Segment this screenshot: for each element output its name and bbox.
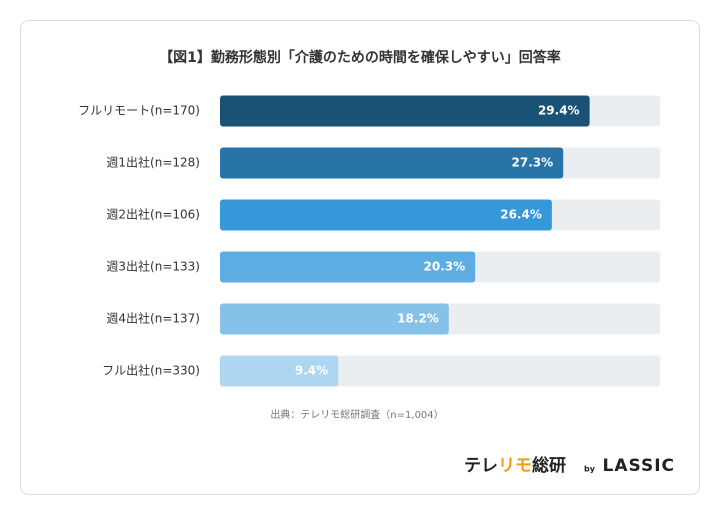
chart-title: 【図1】勤務形態別「介護のための時間を確保しやすい」回答率 <box>159 49 561 66</box>
logo-part: リモ <box>498 456 532 476</box>
value-label: 27.3% <box>512 156 554 170</box>
value-label: 29.4% <box>538 104 580 118</box>
brand-logo: テレリモ総研 <box>464 455 566 476</box>
bar <box>220 147 564 179</box>
logo-by: by <box>584 465 596 474</box>
company-logo: LASSIC <box>602 456 675 476</box>
category-label: 週2出社(n=106) <box>106 207 200 222</box>
category-label: 週1出社(n=128) <box>106 155 200 170</box>
source-note: 出典：テレリモ総研調査（n=1,004） <box>270 408 443 421</box>
category-label: フルリモート(n=170) <box>78 104 200 118</box>
bar <box>220 251 476 283</box>
logo-part: テレ <box>464 456 498 476</box>
category-label: 週4出社(n=137) <box>106 311 200 326</box>
bar <box>220 355 339 387</box>
value-label: 9.4% <box>295 364 328 378</box>
value-label: 26.4% <box>500 208 542 222</box>
bar <box>220 303 449 335</box>
category-label: 週3出社(n=133) <box>106 259 200 274</box>
value-label: 18.2% <box>397 312 439 326</box>
value-label: 20.3% <box>424 260 466 274</box>
category-label: フル出社(n=330) <box>102 363 200 378</box>
bar <box>220 95 590 127</box>
logo-part: 総研 <box>532 455 566 476</box>
bar <box>220 199 552 231</box>
